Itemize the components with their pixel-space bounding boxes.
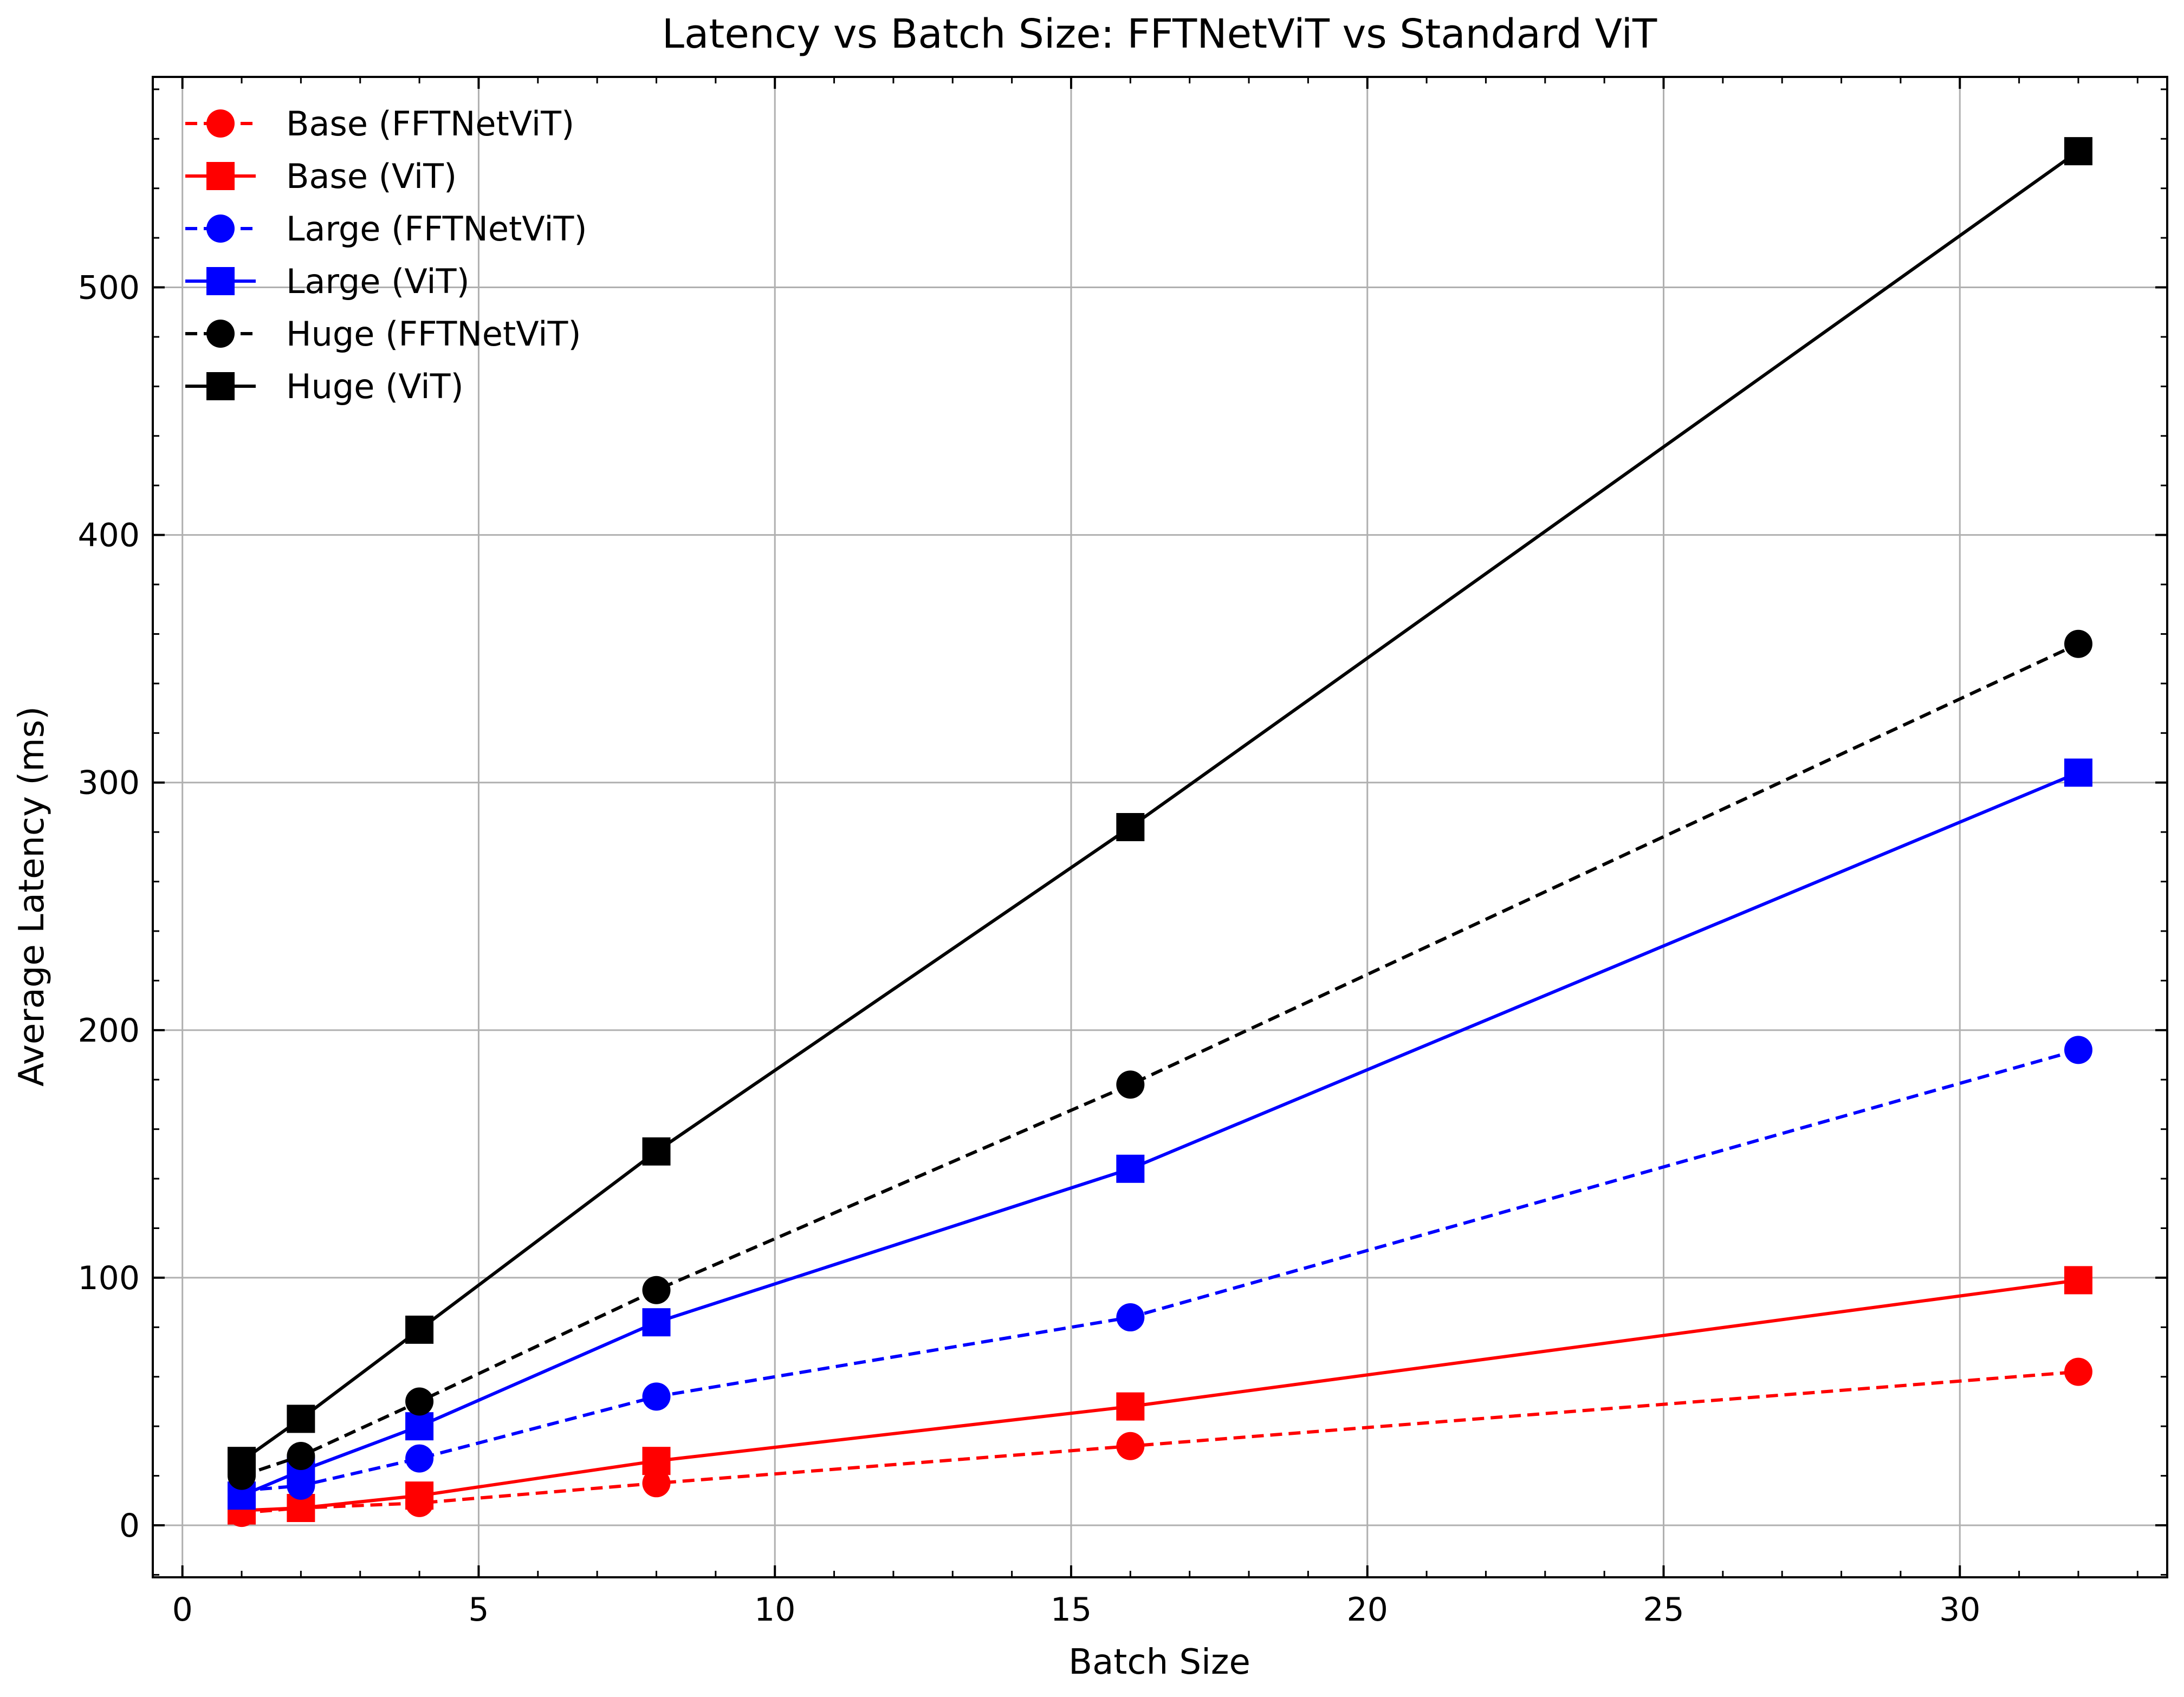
series-0: [228, 1357, 2092, 1527]
series-2: [228, 1036, 2092, 1505]
data-point: [405, 1444, 434, 1473]
data-point: [1116, 1303, 1145, 1332]
series-line: [241, 1278, 2079, 1512]
legend-marker: [206, 267, 235, 295]
data-point: [405, 1315, 434, 1344]
series-3: [228, 758, 2092, 1510]
y-tick-label: 500: [77, 269, 140, 307]
y-tick-label: 200: [77, 1012, 140, 1050]
data-point: [642, 1308, 671, 1337]
legend-entry: Large (FFTNetViT): [185, 209, 587, 249]
data-point: [642, 1382, 671, 1411]
x-tick-label: 20: [1347, 1591, 1388, 1629]
x-axis-label: Batch Size: [1068, 1642, 1250, 1682]
data-point: [2064, 1266, 2092, 1295]
legend-label: Large (FFTNetViT): [286, 209, 587, 249]
series-layer: [228, 137, 2092, 1527]
axis-ticks: [153, 77, 2167, 1577]
legend: Base (FFTNetViT) Base (ViT) Large (FFTNetV…: [185, 104, 587, 406]
series-line: [241, 771, 2079, 1497]
data-point: [405, 1412, 434, 1441]
x-tick-label: 0: [172, 1591, 193, 1629]
legend-entry: Huge (ViT): [185, 367, 464, 406]
legend-entry: Base (ViT): [185, 157, 457, 196]
legend-marker: [206, 162, 235, 190]
data-point: [405, 1387, 434, 1416]
data-point: [2064, 137, 2092, 166]
legend-marker: [206, 214, 235, 243]
data-point: [1116, 1432, 1145, 1460]
y-tick-label: 0: [119, 1507, 140, 1545]
legend-entry: Huge (FFTNetViT): [185, 314, 581, 354]
x-tick-label: 10: [754, 1591, 795, 1629]
y-axis-label: Average Latency (ms): [12, 706, 52, 1087]
legend-label: Huge (ViT): [286, 367, 464, 406]
series-4: [228, 629, 2092, 1490]
series-line: [241, 1048, 2079, 1493]
series-5: [228, 137, 2092, 1475]
y-tick-label: 100: [77, 1259, 140, 1297]
legend-label: Large (ViT): [286, 262, 470, 301]
data-point: [1116, 1154, 1145, 1183]
legend-label: Base (FFTNetViT): [286, 104, 574, 144]
data-point: [2064, 1036, 2092, 1064]
x-tick-label: 25: [1643, 1591, 1684, 1629]
data-point: [1116, 1392, 1145, 1421]
data-point: [2064, 629, 2092, 658]
x-tick-label: 15: [1051, 1591, 1092, 1629]
plot-frame: [152, 76, 2168, 1578]
series-line: [241, 1370, 2079, 1515]
legend-marker: [206, 320, 235, 348]
series-line: [241, 642, 2079, 1478]
chart-title: Latency vs Batch Size: FFTNetViT vs Stan…: [662, 11, 1657, 57]
data-point: [287, 1405, 315, 1433]
y-tick-label: 300: [77, 764, 140, 802]
data-point: [2064, 1357, 2092, 1386]
series-1: [228, 1266, 2092, 1525]
y-tick-label: 400: [77, 517, 140, 555]
x-tick-labels: 0 5 10 15 20 25 30: [172, 1591, 1981, 1629]
x-tick-label: 5: [468, 1591, 489, 1629]
data-point: [642, 1447, 671, 1475]
data-point: [2064, 758, 2092, 787]
y-tick-labels: 0 100 200 300 400 500: [77, 269, 140, 1545]
legend-entry: Large (ViT): [185, 262, 470, 301]
legend-marker: [206, 109, 235, 138]
data-point: [642, 1469, 671, 1498]
data-point: [1116, 1070, 1145, 1099]
data-point: [642, 1276, 671, 1304]
data-point: [1116, 813, 1145, 841]
data-point: [642, 1137, 671, 1166]
legend-label: Huge (FFTNetViT): [286, 314, 581, 354]
data-point: [287, 1442, 315, 1471]
x-tick-label: 30: [1939, 1591, 1980, 1629]
legend-entry: Base (FFTNetViT): [185, 104, 574, 144]
data-point: [405, 1481, 434, 1510]
data-point: [228, 1447, 256, 1475]
legend-marker: [206, 372, 235, 400]
grid: [153, 77, 2167, 1577]
legend-label: Base (ViT): [286, 157, 457, 196]
